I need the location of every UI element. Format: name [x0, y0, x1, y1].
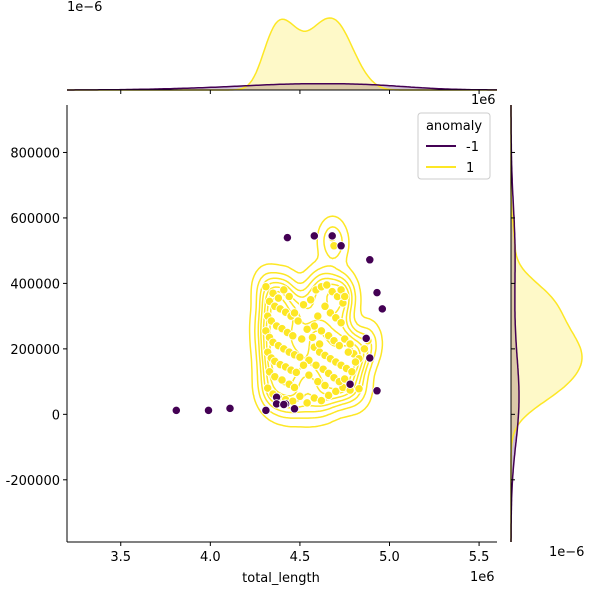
scatter-point-anomaly-neg1 [289, 404, 300, 414]
scatter-point-anomaly-1 [354, 384, 364, 394]
x-tick-label: 3.5 [110, 550, 131, 565]
y-tick-label: -200000 [6, 474, 60, 489]
top-kde-line-anomaly-neg1 [67, 82, 497, 91]
scatter-point-anomaly-1 [323, 390, 334, 401]
scatter-point-anomaly-neg1 [365, 353, 375, 363]
scatter-point-anomaly-neg1 [309, 231, 319, 241]
scatter-point-anomaly-1 [322, 280, 332, 290]
kde-contour-level [254, 226, 377, 419]
scatter-point-anomaly-1 [277, 375, 287, 385]
scatter-point-anomaly-1 [289, 308, 300, 318]
scatter-point-anomaly-1 [297, 334, 307, 344]
scatter-point-anomaly-1 [359, 344, 370, 354]
right-marginal-x-offset-label: 1e−6 [549, 545, 584, 560]
top-marginal-offset-label: 1e−6 [67, 0, 102, 15]
scatter-point-anomaly-1 [336, 318, 346, 328]
scatter-point-anomaly-1 [263, 383, 273, 393]
scatter-point-anomaly-1 [261, 282, 271, 292]
scatter-point-anomaly-1 [316, 326, 327, 336]
scatter-point-anomaly-1 [279, 285, 289, 295]
scatter-point-anomaly-neg1 [345, 379, 355, 389]
scatter-point-anomaly-1 [316, 395, 327, 406]
x-axis-label: total_length [242, 571, 320, 586]
y-tick-label: 0 [52, 408, 60, 423]
scatter-point-anomaly-1 [347, 367, 357, 377]
scatter-point-anomaly-1 [302, 324, 312, 334]
legend: anomaly -1 1 [417, 112, 491, 180]
y-tick-label: 600000 [10, 212, 60, 227]
top-kde-fill-anomaly-neg1 [67, 83, 497, 90]
scatter-point-anomaly-1 [293, 316, 303, 326]
scatter-point-anomaly-1 [307, 332, 318, 343]
right-kde-fill-anomaly-1 [511, 105, 582, 542]
top-kde-fill-anomaly-1 [67, 18, 497, 90]
scatter-point-anomaly-neg1 [372, 287, 382, 298]
scatter-point-anomaly-1 [295, 352, 305, 362]
x-axis-offset-label: 1e6 [470, 570, 495, 585]
x-tick-label: 4.5 [290, 550, 311, 565]
scatter-points [171, 231, 387, 416]
scatter-point-anomaly-neg1 [365, 255, 375, 265]
scatter-point-anomaly-1 [343, 347, 353, 357]
y-tick-label: 800000 [10, 146, 60, 161]
scatter-point-anomaly-1 [313, 376, 323, 387]
scatter-point-anomaly-1 [331, 386, 341, 397]
kde-contour-level [248, 215, 384, 428]
scatter-point-anomaly-1 [306, 295, 316, 305]
legend-title: anomaly [426, 119, 482, 134]
scatter-point-anomaly-1 [313, 311, 323, 321]
y-axis-ticks: -200000 0 200000 400000 600000 800000 [6, 146, 67, 489]
scatter-point-anomaly-1 [288, 331, 298, 341]
scatter-point-anomaly-neg1 [261, 405, 271, 416]
scatter-point-anomaly-neg1 [361, 333, 371, 344]
scatter-point-anomaly-neg1 [203, 405, 214, 416]
scatter-point-anomaly-1 [311, 360, 321, 370]
scatter-point-anomaly-neg1 [279, 399, 289, 410]
scatter-point-anomaly-neg1 [282, 232, 293, 243]
scatter-point-anomaly-1 [295, 391, 305, 401]
scatter-point-anomaly-neg1 [377, 304, 387, 314]
right-marginal-kde: 1e6 1e−6 [471, 93, 584, 560]
top-marginal-ticks [120, 90, 480, 94]
x-axis-ticks: 3.5 4.0 4.5 5.0 5.5 [110, 542, 489, 565]
scatter-point-anomaly-1 [273, 293, 284, 303]
legend-label-neg1: -1 [466, 140, 479, 155]
x-tick-label: 5.0 [379, 550, 400, 565]
scatter-point-anomaly-neg1 [372, 386, 382, 396]
scatter-point-anomaly-1 [314, 339, 325, 349]
main-axes: 3.5 4.0 4.5 5.0 5.5 -200000 0 200000 400000 6000… [6, 105, 497, 586]
y-tick-label: 400000 [10, 277, 60, 292]
scatter-point-anomaly-neg1 [327, 231, 337, 241]
x-tick-label: 5.5 [469, 550, 490, 565]
scatter-point-anomaly-neg1 [171, 405, 181, 416]
scatter-point-anomaly-1 [320, 301, 330, 311]
scatter-point-anomaly-1 [345, 339, 355, 349]
scatter-point-anomaly-1 [284, 291, 294, 302]
scatter-point-anomaly-neg1 [336, 241, 346, 251]
scatter-point-anomaly-1 [304, 370, 314, 380]
scatter-point-anomaly-1 [289, 382, 300, 393]
x-tick-label: 4.0 [200, 550, 221, 565]
kde-contour-level [257, 239, 373, 414]
right-marginal-offset-label: 1e6 [471, 93, 496, 108]
scatter-point-anomaly-neg1 [225, 403, 235, 414]
scatter-point-anomaly-1 [334, 340, 344, 351]
scatter-point-anomaly-1 [298, 360, 309, 370]
right-kde-line-anomaly-neg1 [510, 105, 520, 542]
scatter-point-anomaly-1 [302, 398, 312, 408]
scatter-point-anomaly-1 [350, 357, 361, 367]
scatter-point-anomaly-1 [298, 300, 309, 310]
scatter-point-anomaly-1 [320, 380, 330, 391]
scatter-point-anomaly-1 [291, 367, 301, 378]
right-marginal-ticks [511, 151, 515, 481]
top-marginal-kde: 1e−6 [67, 0, 497, 94]
scatter-point-anomaly-1 [340, 291, 350, 302]
legend-label-1: 1 [466, 161, 474, 176]
y-tick-label: 200000 [10, 343, 60, 358]
